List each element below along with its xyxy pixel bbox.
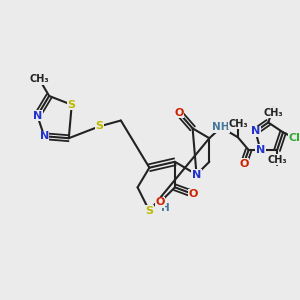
Text: CH₃: CH₃ <box>263 108 283 118</box>
Text: CH₃: CH₃ <box>228 118 248 129</box>
Text: O: O <box>174 108 184 118</box>
Text: S: S <box>68 100 76 110</box>
Text: N: N <box>251 126 260 136</box>
Text: O: O <box>189 189 198 199</box>
Text: S: S <box>95 122 103 131</box>
Text: S: S <box>146 206 153 216</box>
Text: N: N <box>40 131 49 141</box>
Text: CH₃: CH₃ <box>29 74 49 84</box>
Text: O: O <box>155 197 165 207</box>
Text: CH₃: CH₃ <box>267 155 287 165</box>
Text: NH: NH <box>212 122 230 132</box>
Text: H: H <box>161 203 170 213</box>
Text: N: N <box>256 145 265 155</box>
Text: Cl: Cl <box>289 133 300 143</box>
Text: O: O <box>239 159 248 169</box>
Text: N: N <box>192 169 201 180</box>
Text: N: N <box>33 111 42 121</box>
